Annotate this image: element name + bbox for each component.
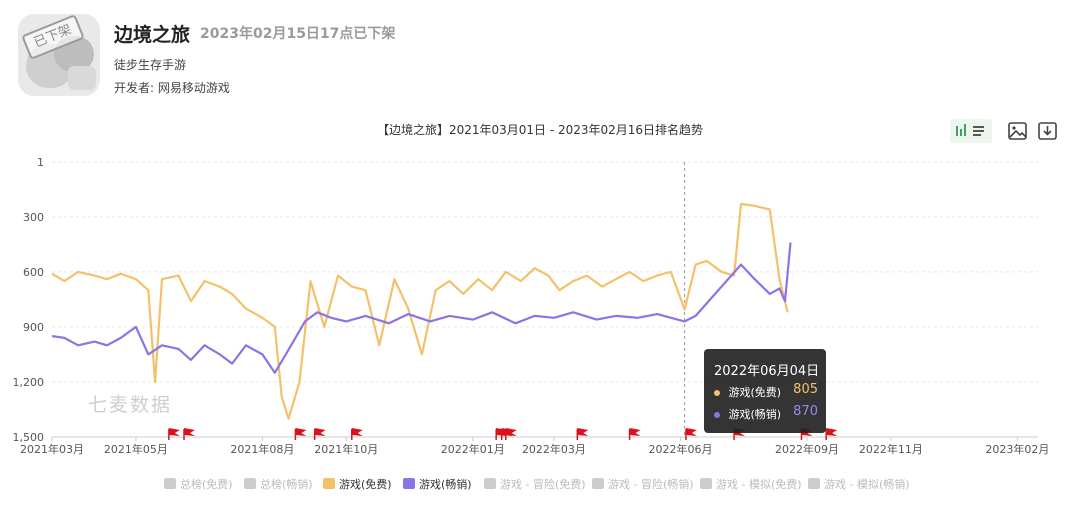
legend-label: 游戏 - 模拟(免费) xyxy=(716,478,802,491)
legend-item-simulation-free[interactable]: 游戏 - 模拟(免费) xyxy=(700,476,802,492)
tooltip-label: 游戏(免费) xyxy=(728,386,782,399)
event-flag-icon xyxy=(351,428,363,436)
legend-swatch xyxy=(164,478,176,489)
x-tick-label: 2021年03月 xyxy=(20,442,84,456)
event-flag-icon xyxy=(168,428,180,436)
tooltip-row-free: 游戏(免费) 805 xyxy=(714,382,818,400)
x-tick-label: 2022年06月 xyxy=(648,442,712,456)
legend-item-games-grossing[interactable]: 游戏(畅销) xyxy=(403,476,472,492)
app-icon[interactable]: 已下架 xyxy=(18,14,100,96)
delisted-status: 2023年02月15日17点已下架 xyxy=(200,26,396,42)
tooltip-value: 870 xyxy=(793,404,818,419)
x-tick-label: 2023年02月 xyxy=(985,442,1049,456)
y-tick-label: 1 xyxy=(37,156,44,169)
free-series-dot xyxy=(714,390,720,396)
event-flag-icon xyxy=(184,428,196,436)
y-tick-label: 1,500 xyxy=(13,431,45,444)
legend-swatch xyxy=(323,478,335,489)
legend-label: 游戏(畅销) xyxy=(419,478,472,491)
y-tick-label: 300 xyxy=(23,211,44,224)
chart-legend: 总榜(免费) 总榜(畅销) 游戏(免费) 游戏(畅销) 游戏 - 冒险(免费) … xyxy=(0,476,1080,494)
legend-label: 游戏 - 模拟(畅销) xyxy=(824,478,910,491)
tooltip-date: 2022年06月04日 xyxy=(714,364,820,379)
image-export-icon[interactable] xyxy=(1006,119,1030,143)
tooltip-value: 805 xyxy=(793,382,818,397)
event-flag-icon xyxy=(295,428,307,436)
watermark-text: 七麦数据 xyxy=(88,394,173,416)
legend-label: 总榜(免费) xyxy=(180,478,233,491)
event-flag-icon xyxy=(629,428,641,436)
legend-item-adventure-free[interactable]: 游戏 - 冒险(免费) xyxy=(484,476,586,492)
event-flag-icon xyxy=(577,428,589,436)
app-developer: 开发者: 网易移动游戏 xyxy=(114,81,230,95)
event-flag-icon xyxy=(826,428,838,436)
event-flag-icon xyxy=(505,428,517,436)
x-tick-label: 2021年05月 xyxy=(104,442,168,456)
legend-swatch xyxy=(592,478,604,489)
app-header: 已下架 边境之旅 2023年02月15日17点已下架 徒步生存手游 开发者: 网… xyxy=(0,0,1080,110)
grossing-rank-line xyxy=(51,242,792,374)
y-tick-label: 1,200 xyxy=(13,376,45,389)
legend-swatch xyxy=(244,478,256,489)
x-tick-label: 2021年10月 xyxy=(314,442,378,456)
chart-title: 【边境之旅】2021年03月01日 - 2023年02月16日排名趋势 xyxy=(376,123,704,137)
legend-swatch xyxy=(808,478,820,489)
app-subtitle: 徒步生存手游 xyxy=(114,58,187,72)
chart-type-icon[interactable] xyxy=(950,119,992,143)
legend-label: 总榜(畅销) xyxy=(260,478,313,491)
legend-swatch xyxy=(403,478,415,489)
x-tick-label: 2022年03月 xyxy=(522,442,586,456)
x-tick-label: 2022年01月 xyxy=(441,442,505,456)
chart-toolbar xyxy=(950,119,1070,143)
legend-label: 游戏(免费) xyxy=(339,478,392,491)
download-icon[interactable] xyxy=(1036,119,1060,143)
legend-item-simulation-grossing[interactable]: 游戏 - 模拟(畅销) xyxy=(808,476,910,492)
y-tick-label: 900 xyxy=(23,321,44,334)
legend-item-games-free[interactable]: 游戏(免费) xyxy=(323,476,392,492)
chart-tooltip: 2022年06月04日 游戏(免费) 805 游戏(畅销) 870 xyxy=(704,349,826,433)
event-flag-icon xyxy=(685,428,697,436)
legend-item-adventure-grossing[interactable]: 游戏 - 冒险(畅销) xyxy=(592,476,694,492)
legend-item-overall-free[interactable]: 总榜(免费) xyxy=(164,476,233,492)
app-title: 边境之旅 xyxy=(114,24,191,46)
tooltip-row-grossing: 游戏(畅销) 870 xyxy=(714,404,818,422)
x-tick-label: 2021年08月 xyxy=(230,442,294,456)
event-flag-icon xyxy=(314,428,326,436)
legend-label: 游戏 - 冒险(畅销) xyxy=(608,478,694,491)
legend-swatch xyxy=(484,478,496,489)
app-icon-shape xyxy=(68,66,96,90)
legend-swatch xyxy=(700,478,712,489)
x-tick-label: 2022年11月 xyxy=(859,442,923,456)
free-rank-line xyxy=(51,202,789,420)
tooltip-label: 游戏(畅销) xyxy=(728,408,782,421)
x-tick-label: 2022年09月 xyxy=(775,442,839,456)
legend-item-overall-grossing[interactable]: 总榜(畅销) xyxy=(244,476,313,492)
grossing-series-dot xyxy=(714,412,720,418)
legend-label: 游戏 - 冒险(免费) xyxy=(500,478,586,491)
y-tick-label: 600 xyxy=(23,266,44,279)
